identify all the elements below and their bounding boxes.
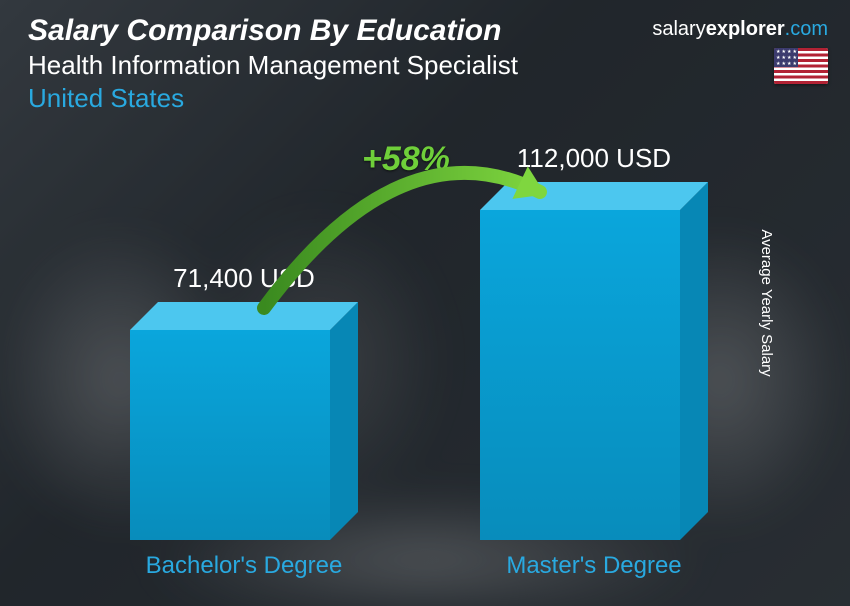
bar-value-1: 112,000 USD: [460, 143, 728, 174]
country-name: United States: [28, 83, 830, 114]
bar-1: [480, 182, 708, 540]
flag-icon: [774, 48, 828, 84]
bar-0: [130, 302, 358, 540]
brand-part2: explorer: [706, 18, 785, 40]
brand-logo: salaryexplorer.com: [652, 18, 828, 41]
bar-category-0: Bachelor's Degree: [100, 552, 388, 580]
brand-part3: .com: [785, 18, 828, 40]
bar-chart: 71,400 USD Bachelor's Degree 112,000 USD Ma…: [60, 140, 770, 580]
page-subtitle: Health Information Management Specialist: [28, 50, 830, 81]
bar-category-1: Master's Degree: [450, 552, 738, 580]
brand-part1: salary: [652, 18, 705, 40]
percent-increase-badge: +58%: [362, 140, 450, 179]
bar-value-0: 71,400 USD: [110, 263, 378, 294]
content: Salary Comparison By Education Health In…: [0, 0, 850, 606]
